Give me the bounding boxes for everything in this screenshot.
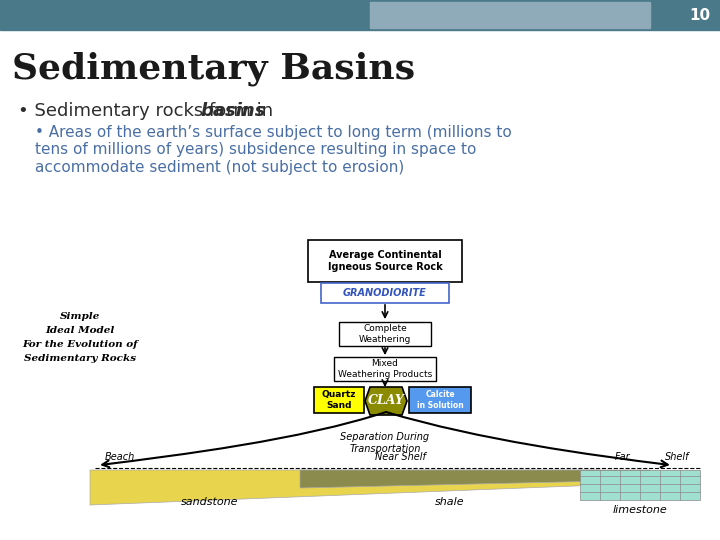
Text: For the Evolution of: For the Evolution of	[22, 340, 138, 349]
Text: GRANODIORITE: GRANODIORITE	[343, 288, 427, 298]
FancyArrowPatch shape	[386, 412, 667, 467]
Text: Beach: Beach	[105, 452, 135, 462]
Text: Sedimentary Rocks: Sedimentary Rocks	[24, 354, 136, 363]
Text: Separation During
Transportation: Separation During Transportation	[341, 432, 430, 454]
Text: 10: 10	[690, 8, 711, 23]
Polygon shape	[365, 387, 407, 415]
Text: Quartz
Sand: Quartz Sand	[322, 390, 356, 410]
Text: Sedimentary Basins: Sedimentary Basins	[12, 52, 415, 86]
FancyBboxPatch shape	[334, 357, 436, 381]
FancyBboxPatch shape	[314, 387, 364, 413]
Text: • Sedimentary rocks form in: • Sedimentary rocks form in	[18, 102, 279, 120]
FancyBboxPatch shape	[321, 283, 449, 303]
Text: Ideal Model: Ideal Model	[45, 326, 114, 335]
FancyBboxPatch shape	[308, 240, 462, 282]
Text: Mixed
Weathering Products: Mixed Weathering Products	[338, 359, 432, 379]
Text: • Areas of the earth’s surface subject to long term (millions to
tens of million: • Areas of the earth’s surface subject t…	[35, 125, 512, 175]
Bar	[370, 2, 650, 28]
Text: Simple: Simple	[60, 312, 100, 321]
Text: Far: Far	[614, 452, 630, 462]
Text: Calcite
in Solution: Calcite in Solution	[417, 390, 464, 410]
Text: CLAY: CLAY	[368, 395, 405, 408]
Text: shale: shale	[435, 497, 465, 507]
FancyArrowPatch shape	[102, 412, 386, 467]
Text: basins: basins	[200, 102, 266, 120]
Text: Average Continental
Igneous Source Rock: Average Continental Igneous Source Rock	[328, 250, 442, 272]
Polygon shape	[580, 470, 700, 500]
Text: Shelf: Shelf	[665, 452, 690, 462]
Text: Complete
Weathering: Complete Weathering	[359, 325, 411, 343]
Text: sandstone: sandstone	[181, 497, 239, 507]
Bar	[0, 0, 720, 30]
FancyBboxPatch shape	[339, 322, 431, 346]
FancyBboxPatch shape	[409, 387, 471, 413]
Polygon shape	[90, 470, 600, 505]
Polygon shape	[300, 470, 650, 488]
Text: limestone: limestone	[613, 505, 667, 515]
Text: Near Shelf: Near Shelf	[374, 452, 426, 462]
